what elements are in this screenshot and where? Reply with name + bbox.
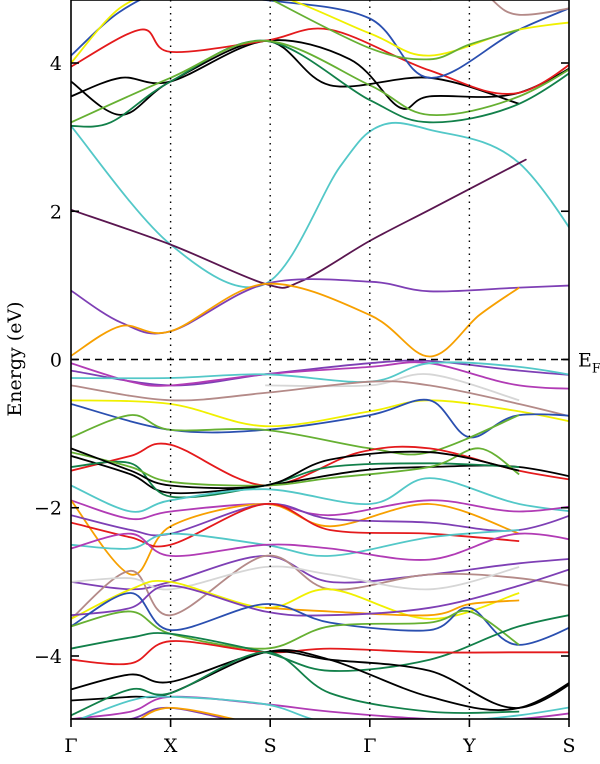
band-line-27 [71,499,569,521]
band-line-31 [71,529,520,557]
band-line-49 [139,706,238,719]
band-line-25 [71,447,520,489]
x-tick-label-3: Γ [363,735,376,757]
band-line-24 [71,447,520,487]
band-line-48 [125,706,447,719]
band-line-21 [71,442,569,487]
band-line-13 [71,359,569,387]
band-line-12 [270,0,520,61]
x-tick-label-5: S [562,735,575,757]
band-line-6 [71,39,569,128]
y-tick-label-2: 0 [50,350,62,372]
band-line-1 [71,158,527,289]
bands-group [71,0,569,719]
band-line-0 [71,121,569,289]
band-line-35 [71,565,520,591]
band-line-34 [71,554,569,620]
band-line-11 [429,0,569,16]
band-line-32 [71,532,569,561]
y-tick-label-3: −2 [34,498,62,520]
band-line-26 [71,477,569,513]
band-line-33 [71,554,569,591]
kpoint-lines-group [169,0,471,719]
band-line-37 [265,599,520,617]
band-line-30 [71,503,520,548]
x-tick-label-0: Γ [64,735,77,757]
band-line-16 [265,373,520,402]
x-tick-label-1: X [164,735,178,757]
x-tick-label-4: Y [462,735,476,757]
band-line-2 [71,278,569,335]
band-line-7 [71,27,569,95]
band-line-3 [71,282,520,358]
fermi-label-sub: F [592,362,600,377]
y-tick-label-0: 4 [50,53,62,75]
band-line-42 [71,640,569,666]
band-line-43 [71,650,569,709]
band-line-46 [71,695,569,719]
band-line-39 [71,592,569,646]
fermi-label-main: E [578,350,592,372]
band-line-15 [71,361,569,383]
band-line-14 [71,361,569,390]
y-tick-label-1: 2 [50,201,62,223]
band-line-4 [71,39,569,110]
band-line-45 [71,651,520,717]
y-tick-label-4: −4 [34,646,62,668]
fermi-level-label: EF [578,350,600,377]
band-line-17 [71,380,569,418]
x-tick-label-2: S [264,735,277,757]
band-line-8 [71,39,569,124]
y-axis-label: Energy (eV) [4,301,26,416]
band-line-40 [71,609,520,650]
band-line-9 [71,0,569,79]
band-line-41 [71,614,569,672]
y-ticks-group: 4 2 0 −2 −4 [34,53,569,668]
